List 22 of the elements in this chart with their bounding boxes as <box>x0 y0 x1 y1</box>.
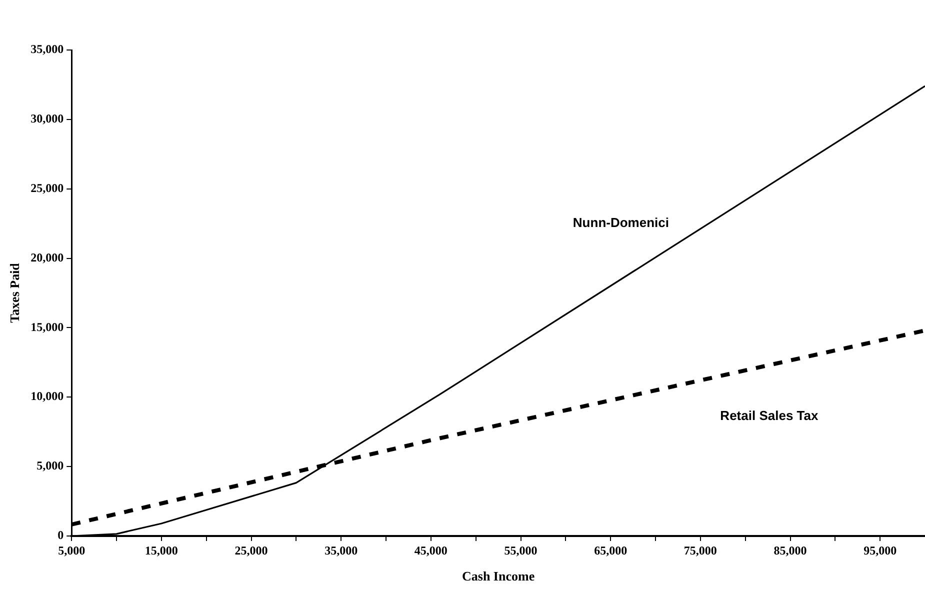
x-tick-label: 15,000 <box>144 543 178 558</box>
y-tick-label: 25,000 <box>30 180 64 195</box>
y-axis-title: Taxes Paid <box>7 262 22 323</box>
x-tick-label: 25,000 <box>234 543 268 558</box>
x-tick-label: 95,000 <box>864 543 897 558</box>
x-tick-label: 85,000 <box>774 543 807 558</box>
series-label: Nunn-Domenici <box>572 214 669 230</box>
x-tick-label: 5,000 <box>58 543 86 558</box>
y-tick-label: 15,000 <box>30 320 64 334</box>
x-tick-label: 65,000 <box>594 543 628 558</box>
text: Retail Sales Tax <box>720 408 819 423</box>
y-tick-label: 30,000 <box>30 112 64 126</box>
y-tick-label: 0 <box>58 528 64 542</box>
y-tick-label: 20,000 <box>30 250 64 264</box>
x-axis-title: Cash Income <box>462 568 535 584</box>
x-tick-label: 35,000 <box>324 543 358 558</box>
y-tick-label: 10,000 <box>30 389 64 404</box>
y-tick-label: 5,000 <box>36 458 64 473</box>
x-tick-label: 45,000 <box>414 543 448 558</box>
x-tick-label: 75,000 <box>684 543 717 558</box>
x-tick-label: 55,000 <box>504 543 538 558</box>
y-tick-label: 35,000 <box>30 42 64 56</box>
